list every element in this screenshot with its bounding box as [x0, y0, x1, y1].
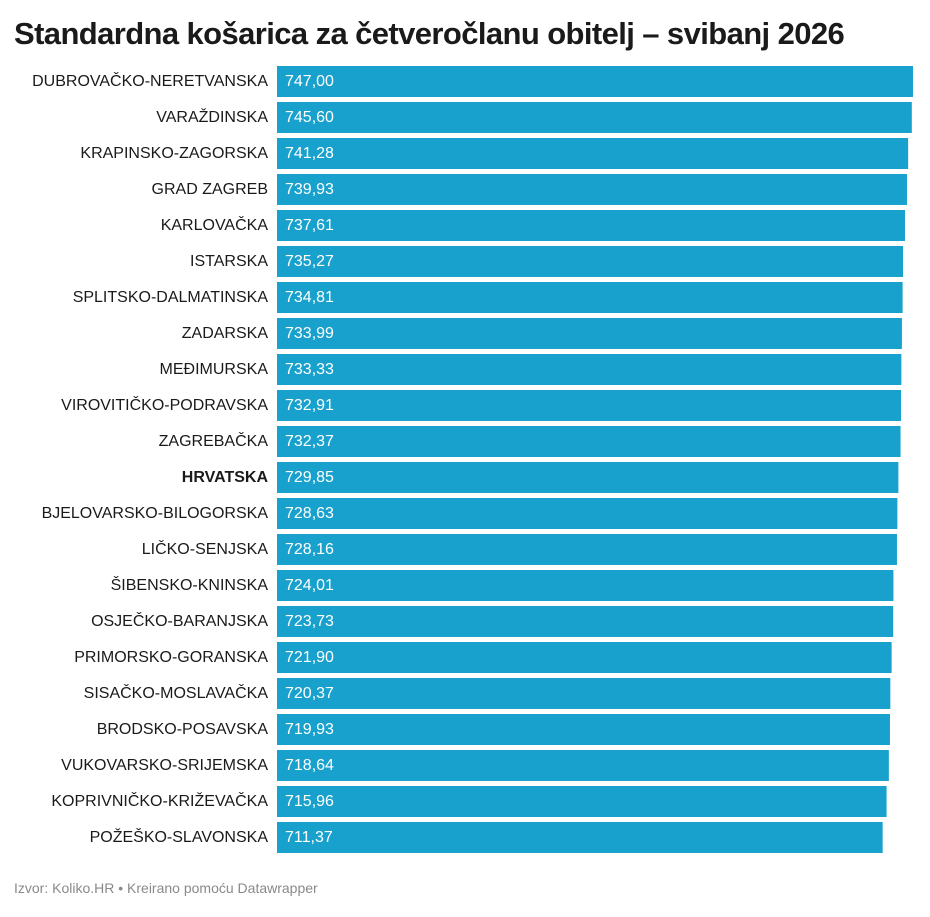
category-label: VARAŽDINSKA: [156, 107, 268, 126]
chart-footer: Izvor: Koliko.HR • Kreirano pomoću Dataw…: [14, 880, 318, 896]
category-label: PRIMORSKO-GORANSKA: [74, 649, 268, 666]
value-label: 715,96: [285, 793, 334, 810]
bar: [277, 750, 889, 781]
bar: [277, 570, 894, 601]
value-label: 741,28: [285, 145, 334, 162]
category-label: SISAČKO-MOSLAVAČKA: [84, 683, 269, 702]
value-label: 732,91: [285, 397, 334, 414]
category-label: ZAGREBAČKA: [159, 431, 269, 450]
value-label: 747,00: [285, 73, 334, 90]
bar: [277, 786, 887, 817]
value-label: 733,99: [285, 325, 334, 342]
bar-chart: DUBROVAČKO-NERETVANSKA 747,00 VARAŽDINSKA 7…: [32, 66, 913, 853]
category-label: VIROVITIČKO-PODRAVSKA: [61, 395, 268, 414]
value-label: 728,63: [285, 505, 334, 522]
bar: [277, 462, 899, 493]
value-label: 745,60: [285, 109, 334, 126]
bar: [277, 390, 902, 421]
value-label: 719,93: [285, 721, 334, 738]
bar: [277, 102, 912, 133]
category-label: POŽEŠKO-SLAVONSKA: [90, 827, 269, 846]
bar: [277, 822, 883, 853]
value-label: 734,81: [285, 289, 334, 306]
chart-title: Standardna košarica za četveročlanu obit…: [14, 16, 845, 51]
value-label: 723,73: [285, 613, 334, 630]
bars-group: DUBROVAČKO-NERETVANSKA 747,00 VARAŽDINSKA 7…: [32, 66, 913, 853]
value-label: 739,93: [285, 181, 334, 198]
value-label: 720,37: [285, 685, 334, 702]
bar: [277, 714, 890, 745]
bar: [277, 138, 909, 169]
category-label: ŠIBENSKO-KNINSKA: [111, 575, 269, 594]
bar: [277, 426, 901, 457]
value-label: 718,64: [285, 757, 334, 774]
bar: [277, 678, 891, 709]
bar: [277, 606, 894, 637]
value-label: 737,61: [285, 217, 334, 234]
bar: [277, 282, 903, 313]
bar: [277, 174, 907, 205]
bar: [277, 246, 904, 277]
bar: [277, 498, 898, 529]
value-label: 721,90: [285, 649, 334, 666]
category-label: DUBROVAČKO-NERETVANSKA: [32, 71, 268, 90]
category-label: HRVATSKA: [182, 469, 269, 486]
bar: [277, 66, 913, 97]
category-label: KRAPINSKO-ZAGORSKA: [80, 145, 268, 162]
category-label: OSJEČKO-BARANJSKA: [91, 611, 268, 630]
bar: [277, 318, 902, 349]
category-label: BRODSKO-POSAVSKA: [97, 721, 269, 738]
value-label: 724,01: [285, 577, 334, 594]
value-label: 732,37: [285, 433, 334, 450]
category-label: KARLOVAČKA: [161, 215, 269, 234]
category-label: KOPRIVNIČKO-KRIŽEVAČKA: [51, 791, 268, 810]
category-label: MEĐIMURSKA: [160, 361, 269, 378]
category-label: BJELOVARSKO-BILOGORSKA: [42, 505, 269, 522]
category-label: VUKOVARSKO-SRIJEMSKA: [61, 757, 268, 774]
value-label: 729,85: [285, 469, 334, 486]
bar: [277, 210, 906, 241]
category-label: LIČKO-SENJSKA: [142, 539, 269, 558]
value-label: 735,27: [285, 253, 334, 270]
category-label: SPLITSKO-DALMATINSKA: [73, 289, 269, 306]
bar: [277, 534, 897, 565]
category-label: GRAD ZAGREB: [152, 181, 268, 198]
value-label: 733,33: [285, 361, 334, 378]
bar: [277, 354, 902, 385]
bar: [277, 642, 892, 673]
category-label: ZADARSKA: [182, 325, 269, 342]
value-label: 711,37: [285, 829, 333, 846]
value-label: 728,16: [285, 541, 334, 558]
category-label: ISTARSKA: [190, 253, 268, 270]
